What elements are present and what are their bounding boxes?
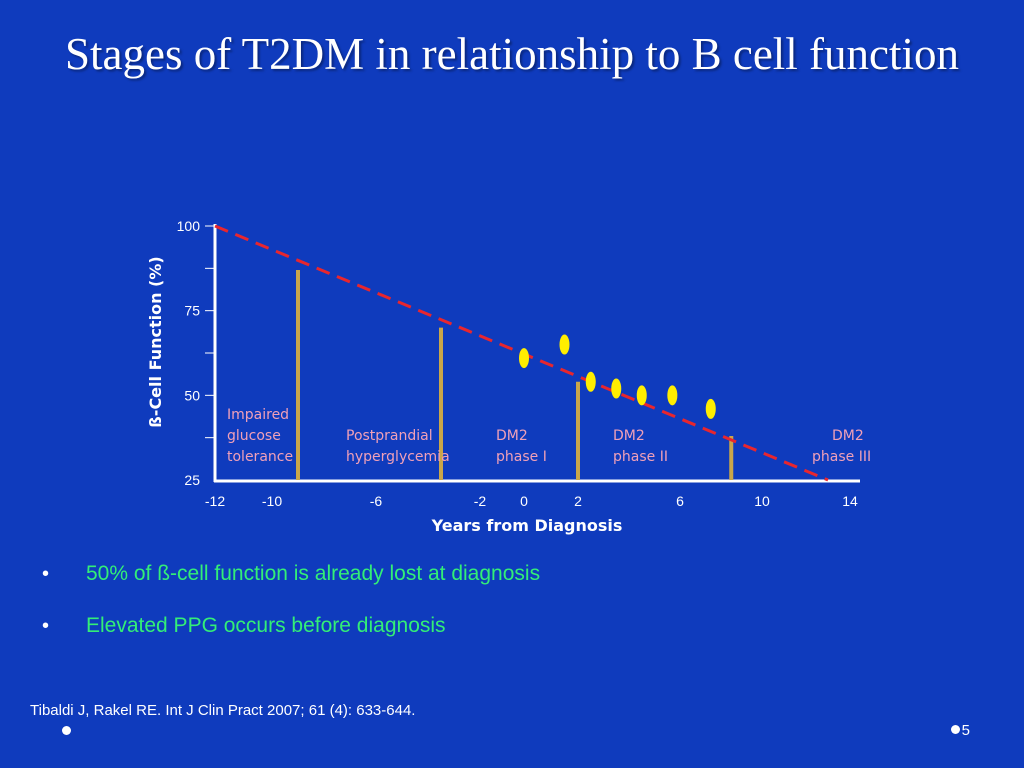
stage-label: DM2 [613, 428, 645, 444]
stage-label: Impaired [227, 407, 289, 423]
bullet-list: • 50% of ß-cell function is already lost… [42, 560, 540, 664]
page-dot-icon [950, 725, 960, 734]
x-tick-label: -12 [205, 493, 225, 509]
x-tick-label: 14 [842, 493, 858, 509]
page-number: 5 [950, 722, 970, 739]
y-axis-title: ß-Cell Function (%) [146, 256, 165, 427]
x-tick-label: -6 [370, 493, 383, 509]
stage-label: phase III [812, 449, 871, 465]
bullet-text: Elevated PPG occurs before diagnosis [86, 614, 446, 637]
bullet-icon: • [42, 615, 50, 637]
data-marker [519, 348, 529, 369]
x-tick-label: 2 [574, 493, 582, 509]
bullet-item: • Elevated PPG occurs before diagnosis [42, 612, 540, 664]
stage-label: hyperglycemia [346, 449, 450, 465]
stage-label: DM2 [832, 428, 864, 444]
data-marker [559, 334, 570, 355]
data-marker [705, 398, 716, 419]
stage-label: Postprandial [346, 428, 433, 444]
x-tick-label: 10 [754, 493, 770, 509]
x-axis-title: Years from Diagnosis [431, 516, 623, 535]
bullet-icon: • [42, 563, 50, 585]
x-tick-label: 6 [676, 493, 684, 509]
y-tick-label: 100 [177, 218, 201, 234]
data-marker [636, 385, 647, 406]
x-tick-label: -10 [262, 493, 282, 509]
y-tick-label: 75 [184, 303, 200, 319]
bullet-text: 50% of ß-cell function is already lost a… [86, 562, 541, 585]
y-tick-label: 25 [184, 472, 200, 488]
stage-label: glucose [227, 428, 281, 444]
x-tick-label: 0 [520, 493, 528, 509]
page-number-text: 5 [961, 722, 970, 739]
stage-label: tolerance [227, 449, 293, 465]
citation: Tibaldi J, Rakel RE. Int J Clin Pract 20… [30, 702, 416, 719]
data-marker [585, 371, 596, 392]
stage-label: phase II [613, 449, 668, 465]
data-marker [667, 385, 678, 406]
y-tick-label: 50 [184, 387, 200, 403]
bullet-item: • 50% of ß-cell function is already lost… [42, 560, 540, 612]
footer-dot-icon [62, 726, 71, 735]
stage-label: phase I [496, 449, 547, 465]
data-marker [611, 378, 622, 399]
beta-cell-chart: 25 50 75 100 -12 -10 -6 -2 0 2 6 10 14 Years from Dia… [146, 218, 871, 535]
x-tick-label: -2 [474, 493, 487, 509]
stage-label: DM2 [496, 428, 528, 444]
slide-title: Stages of T2DM in relationship to B cell… [64, 29, 960, 79]
